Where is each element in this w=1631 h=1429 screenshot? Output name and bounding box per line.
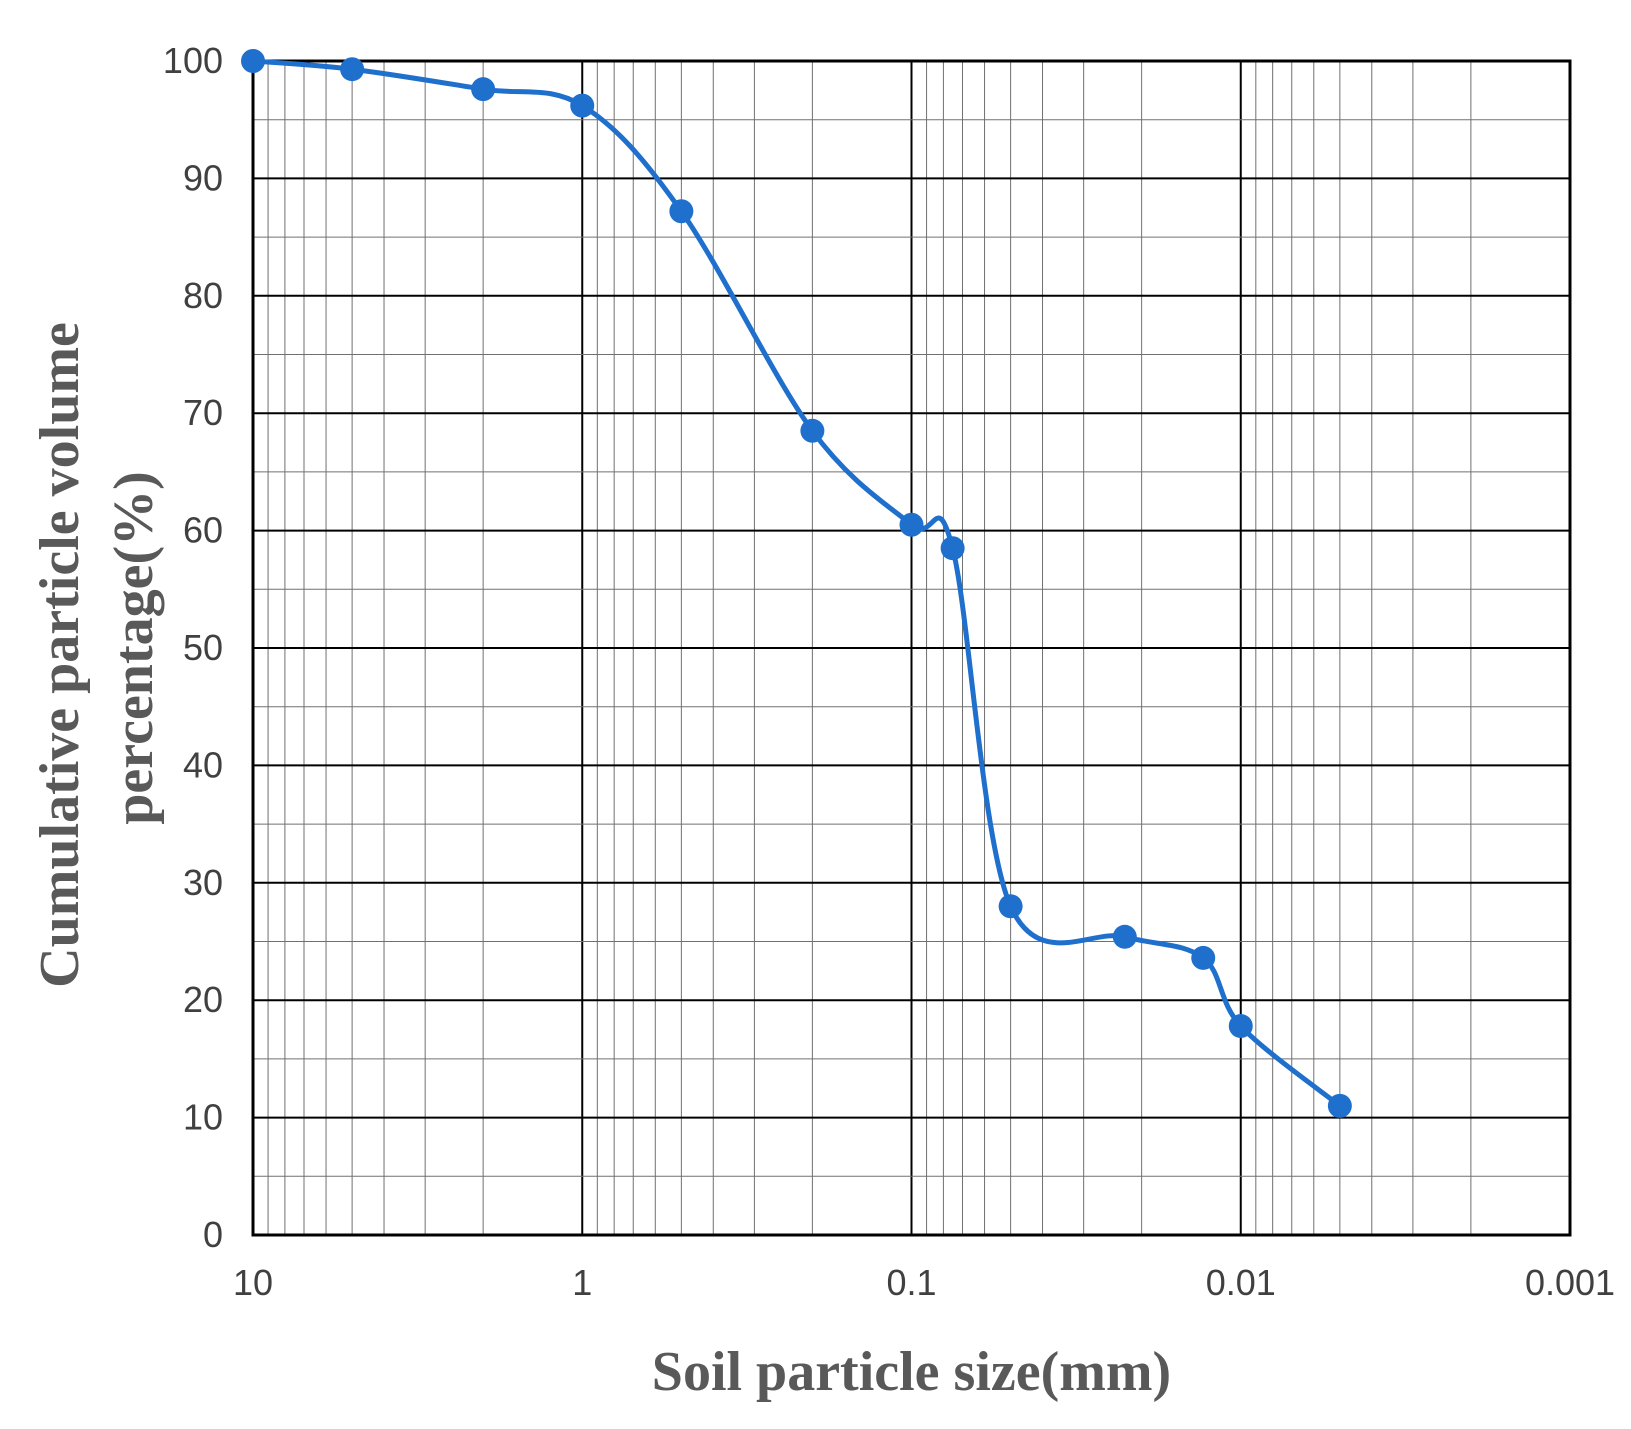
plot-frame bbox=[251, 59, 1572, 1237]
y-tick-label: 10 bbox=[183, 1097, 223, 1138]
x-tick-label: 1 bbox=[572, 1262, 592, 1303]
y-axis-title-line-2: percentage(%) bbox=[103, 471, 165, 825]
y-tick-label: 0 bbox=[203, 1214, 223, 1255]
data-point bbox=[998, 894, 1023, 919]
data-point bbox=[1191, 945, 1216, 970]
series-layer bbox=[241, 49, 1352, 1118]
data-point bbox=[1112, 924, 1137, 949]
y-tick-label: 20 bbox=[183, 979, 223, 1020]
data-point bbox=[800, 418, 825, 443]
x-tick-label: 0.1 bbox=[886, 1262, 936, 1303]
data-point bbox=[340, 57, 365, 82]
x-tick-label: 0.001 bbox=[1525, 1262, 1615, 1303]
y-tick-label: 90 bbox=[183, 157, 223, 198]
grid bbox=[253, 60, 1571, 1236]
y-tick-label: 50 bbox=[183, 627, 223, 668]
data-point bbox=[940, 536, 965, 561]
y-tick-labels: 0 10 20 30 40 50 60 70 80 90 100 bbox=[163, 40, 223, 1255]
data-point bbox=[1327, 1093, 1352, 1118]
y-tick-label: 100 bbox=[163, 40, 223, 81]
data-point bbox=[241, 49, 265, 73]
x-tick-label: 10 bbox=[233, 1262, 273, 1303]
x-tick-labels: 10 1 0.1 0.01 0.001 bbox=[233, 1262, 1615, 1303]
y-tick-label: 30 bbox=[183, 862, 223, 903]
x-tick-label: 0.01 bbox=[1206, 1262, 1276, 1303]
x-axis-title: Soil particle size(mm) bbox=[652, 1341, 1171, 1403]
data-point bbox=[669, 199, 694, 224]
y-tick-label: 60 bbox=[183, 510, 223, 551]
data-point bbox=[899, 512, 924, 537]
data-point bbox=[1228, 1014, 1253, 1039]
y-tick-label: 80 bbox=[183, 275, 223, 316]
data-point bbox=[570, 93, 595, 118]
y-axis-title: Cumulative particle volume percentage(%) bbox=[29, 308, 165, 988]
y-tick-label: 40 bbox=[183, 744, 223, 785]
y-axis-title-line-1: Cumulative particle volume bbox=[29, 322, 91, 988]
data-point bbox=[471, 77, 496, 102]
y-tick-label: 70 bbox=[183, 392, 223, 433]
